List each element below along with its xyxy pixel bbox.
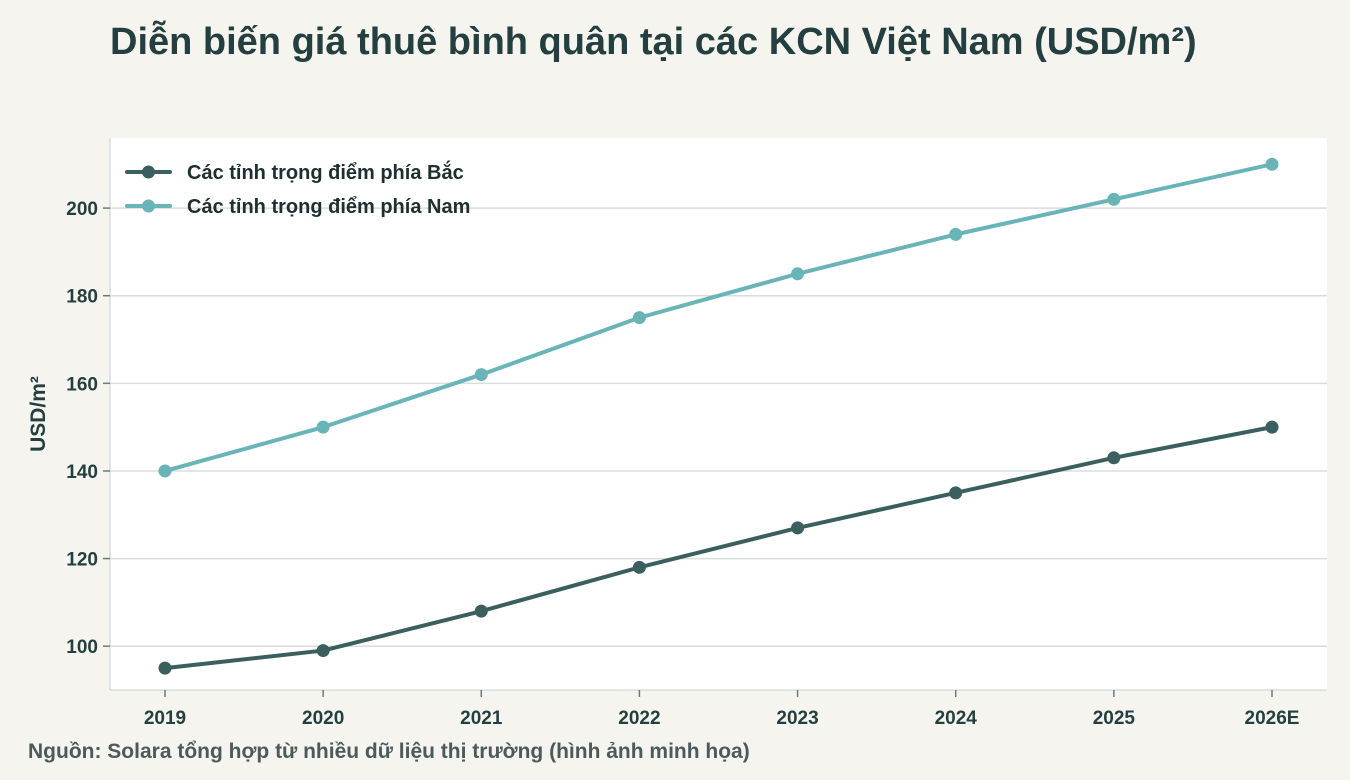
series-line: [163, 162, 1274, 473]
legend-label: Các tỉnh trọng điểm phía Bắc: [187, 160, 464, 184]
series-group: [158, 157, 1279, 675]
series-south: [158, 157, 1279, 478]
legend-item: Các tỉnh trọng điểm phía Nam: [125, 196, 470, 218]
x-tick-label: 2022: [618, 708, 660, 729]
x-tick-label: 2021: [460, 708, 503, 729]
data-point: [474, 368, 488, 382]
plot-area: [110, 138, 1327, 690]
data-point: [1265, 420, 1279, 434]
x-tick-label: 2026E: [1245, 708, 1300, 729]
grid-lines: [110, 207, 1327, 647]
legend-label: Các tỉnh trọng điểm phía Nam: [187, 196, 470, 218]
x-tick-label: 2019: [144, 708, 186, 729]
data-point: [474, 604, 488, 618]
y-axis-label: USD/m²: [27, 376, 50, 452]
source-note: Nguồn: Solara tổng hợp từ nhiều dữ liệu …: [28, 740, 750, 763]
data-point: [1265, 157, 1279, 171]
data-point: [632, 311, 646, 325]
data-point: [632, 560, 646, 574]
x-tick-label: 2023: [776, 708, 818, 729]
x-tick-label: 2024: [935, 708, 978, 729]
legend-marker: [142, 165, 155, 179]
y-tick-label: 180: [66, 287, 98, 308]
data-point: [791, 521, 805, 535]
data-point: [1107, 192, 1121, 206]
y-tick-label: 200: [66, 199, 98, 220]
series-north: [158, 420, 1279, 675]
data-point: [1107, 451, 1121, 465]
data-point: [949, 227, 963, 241]
x-tick-label: 2025: [1093, 708, 1136, 729]
legend: Các tỉnh trọng điểm phía Bắc Các tỉnh trọ…: [125, 160, 470, 218]
data-point: [316, 644, 330, 658]
y-axis-ticks: 100 120 140 160 180 200: [66, 199, 110, 658]
y-tick-label: 120: [66, 550, 98, 571]
data-point: [791, 267, 805, 281]
series-line: [163, 425, 1274, 671]
y-tick-label: 100: [66, 637, 98, 658]
data-point: [949, 486, 963, 500]
data-point: [316, 420, 330, 434]
y-tick-label: 160: [66, 374, 98, 395]
data-point: [158, 661, 172, 675]
legend-marker: [142, 199, 155, 213]
x-tick-label: 2020: [302, 708, 344, 729]
x-axis-ticks: 2019 2020 2021 2022 2023 2024 2025 2026E: [144, 690, 1300, 729]
legend-item: Các tỉnh trọng điểm phía Bắc: [125, 160, 464, 184]
chart-title: Diễn biến giá thuê bình quân tại các KCN…: [110, 21, 1197, 63]
data-point: [158, 464, 172, 478]
y-tick-label: 140: [66, 462, 98, 483]
